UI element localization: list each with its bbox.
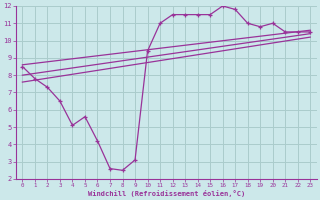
X-axis label: Windchill (Refroidissement éolien,°C): Windchill (Refroidissement éolien,°C) <box>88 190 245 197</box>
